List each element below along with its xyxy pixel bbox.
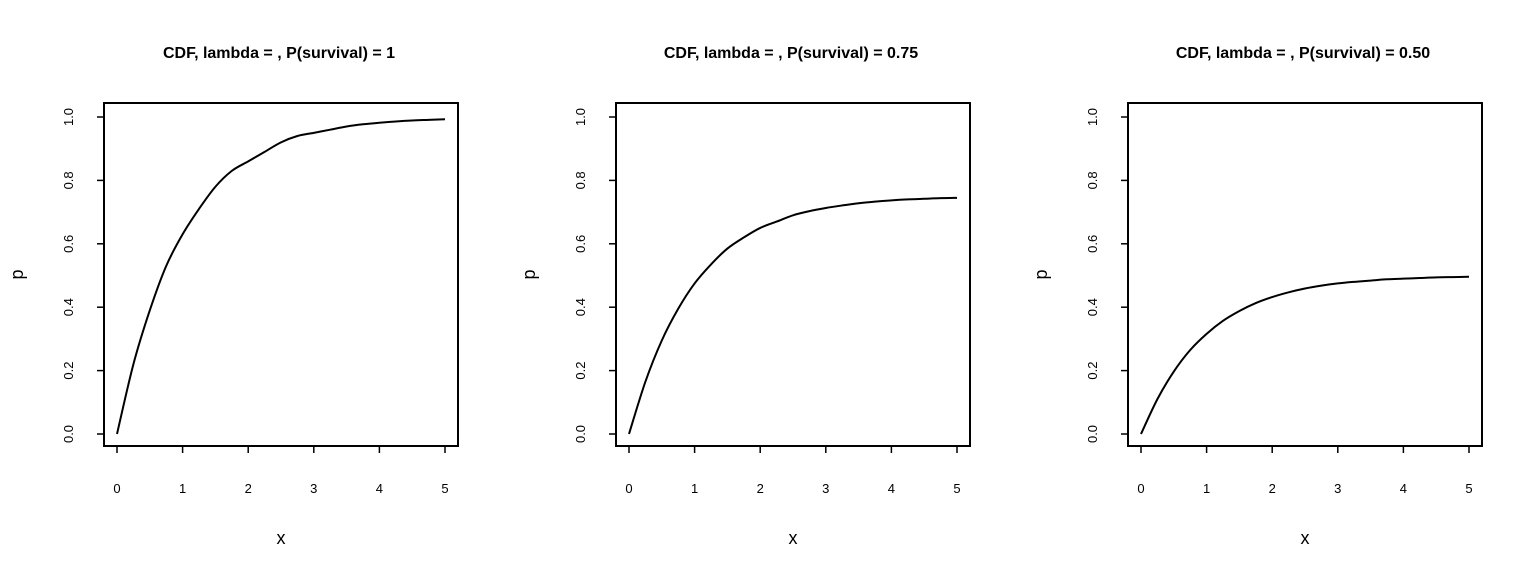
y-tick-label: 0.6 <box>1085 235 1100 253</box>
x-tick-label: 1 <box>1203 481 1210 496</box>
y-tick-label: 1.0 <box>1085 108 1100 126</box>
y-tick-label: 0.8 <box>1085 171 1100 189</box>
y-tick-label: 0.2 <box>573 362 588 380</box>
y-tick-label: 0.4 <box>61 298 76 316</box>
x-tick-label: 2 <box>1269 481 1276 496</box>
cdf-curve <box>628 196 958 435</box>
y-tick-label: 0.0 <box>573 425 588 443</box>
y-tick-label: 0.6 <box>573 235 588 253</box>
x-tick-label: 4 <box>376 481 383 496</box>
y-tick-label: 1.0 <box>573 108 588 126</box>
y-tick-label: 0.0 <box>61 425 76 443</box>
x-axis-label: x <box>1301 528 1310 548</box>
y-tick-label: 0.0 <box>1085 425 1100 443</box>
y-axis-label: p <box>519 269 539 279</box>
x-tick-label: 2 <box>245 481 252 496</box>
x-axis-label: x <box>789 528 798 548</box>
y-axis-label: p <box>1031 269 1051 279</box>
cdf-curve <box>116 118 446 435</box>
chart-title: CDF, lambda = , P(survival) = 0.75 <box>664 45 918 62</box>
x-axis-label: x <box>277 528 286 548</box>
y-tick-label: 0.2 <box>61 362 76 380</box>
y-tick-label: 0.4 <box>573 298 588 316</box>
chart-panel-2: CDF, lambda = , P(survival) = 0.75 0 1 2 3 4 5… <box>519 45 971 548</box>
x-tick-label: 1 <box>691 481 698 496</box>
plot-frame <box>615 102 971 447</box>
x-tick-label: 5 <box>953 481 960 496</box>
x-tick-label: 3 <box>1334 481 1341 496</box>
chart-panel-3: CDF, lambda = , P(survival) = 0.50 0 1 2 3 4 5… <box>1031 45 1483 548</box>
x-tick-label: 5 <box>441 481 448 496</box>
cdf-curve <box>1140 275 1470 435</box>
y-tick-label: 0.8 <box>573 171 588 189</box>
y-tick-label: 0.8 <box>61 171 76 189</box>
x-tick-label: 4 <box>888 481 895 496</box>
x-tick-label: 3 <box>310 481 317 496</box>
chart-title: CDF, lambda = , P(survival) = 1 <box>163 45 395 62</box>
chart-panels: CDF, lambda = , P(survival) = 1 0 1 2 3 4 5 0.0… <box>7 45 1483 548</box>
plot-frame <box>1127 102 1483 447</box>
y-axis-label: p <box>7 269 27 279</box>
y-tick-label: 1.0 <box>61 108 76 126</box>
y-tick-label: 0.2 <box>1085 362 1100 380</box>
x-tick-label: 0 <box>625 481 632 496</box>
y-tick-label: 0.4 <box>1085 298 1100 316</box>
x-tick-label: 0 <box>113 481 120 496</box>
x-tick-label: 1 <box>179 481 186 496</box>
plot-frame <box>103 102 459 447</box>
x-tick-label: 3 <box>822 481 829 496</box>
chart-panel-1: CDF, lambda = , P(survival) = 1 0 1 2 3 4 5 0.0… <box>7 45 459 548</box>
x-tick-label: 4 <box>1400 481 1407 496</box>
chart-title: CDF, lambda = , P(survival) = 0.50 <box>1176 45 1430 62</box>
x-tick-label: 2 <box>757 481 764 496</box>
y-tick-label: 0.6 <box>61 235 76 253</box>
x-tick-label: 0 <box>1137 481 1144 496</box>
x-tick-label: 5 <box>1465 481 1472 496</box>
